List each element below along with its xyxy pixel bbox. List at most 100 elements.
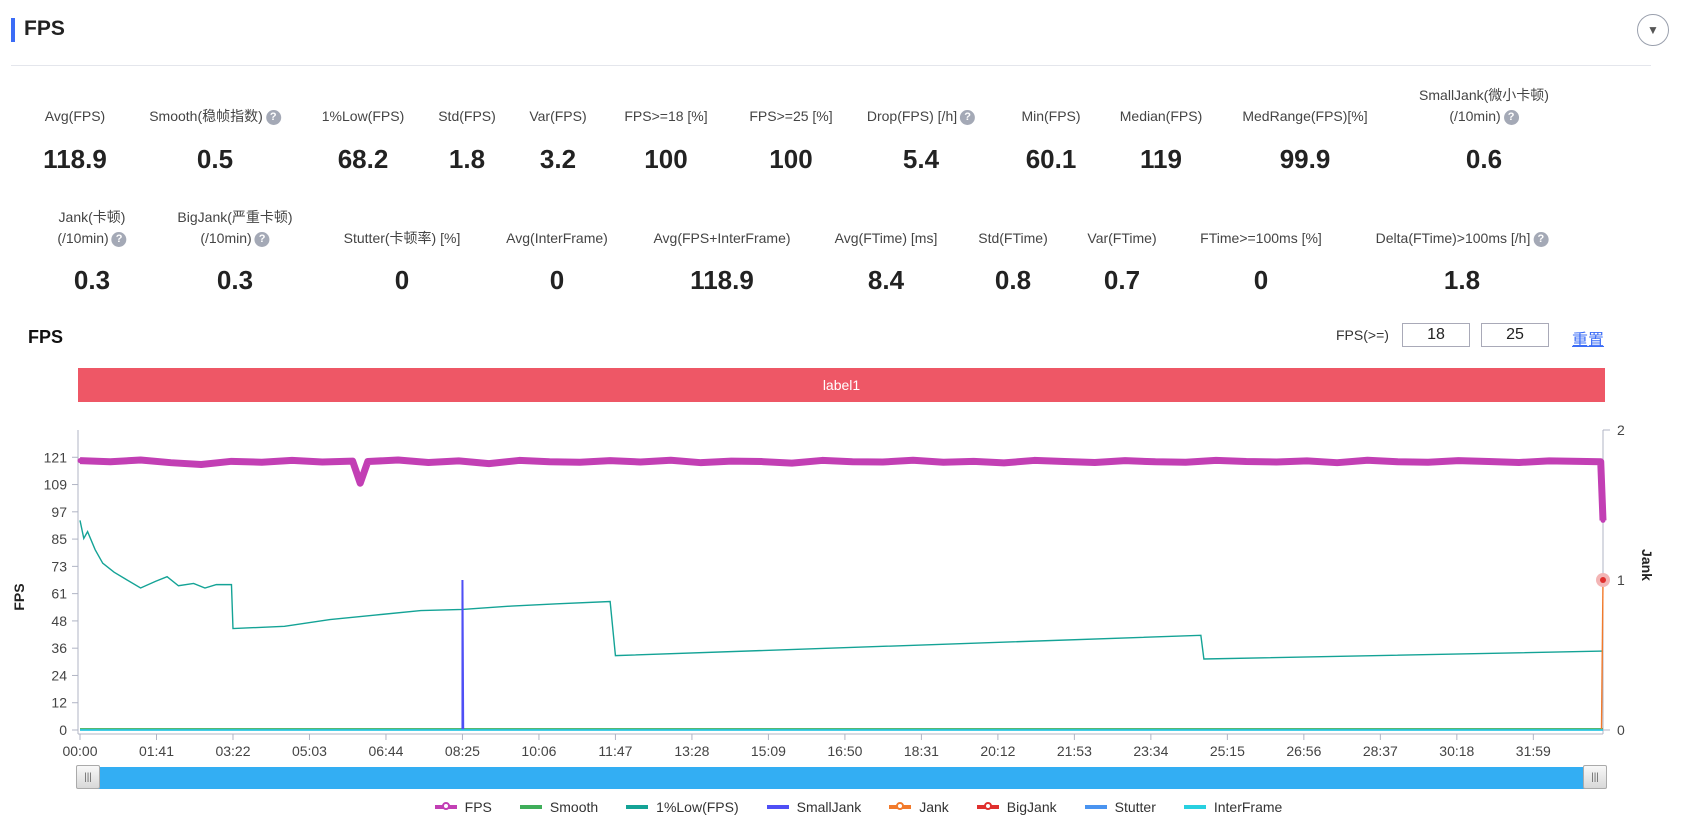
y2-tick-label: 2 (1617, 422, 1625, 438)
y-tick-label: 0 (59, 722, 67, 738)
legend-label: Jank (919, 799, 949, 815)
help-icon[interactable]: ? (960, 110, 976, 125)
x-tick-label: 25:15 (1210, 743, 1245, 759)
stat-0: Jank(卡顿) (/10min)? 0.3 (57, 207, 127, 295)
stat-9: Delta(FTime)>100ms [/h]? 1.8 (1376, 228, 1549, 295)
legend-label: InterFrame (1213, 799, 1283, 815)
x-tick-label: 05:03 (292, 743, 327, 759)
legend-swatch-icon (519, 805, 542, 809)
fps-point (1183, 459, 1189, 465)
legend-item-stutter[interactable]: Stutter (1084, 799, 1156, 815)
collapse-button[interactable]: ▼ (1637, 14, 1669, 46)
fps-point (168, 460, 174, 466)
legend-item-interframe[interactable]: InterFrame (1183, 799, 1283, 815)
legend-label: SmallJank (796, 799, 862, 815)
fps-point (880, 459, 886, 465)
fps-point (456, 458, 462, 464)
legend-swatch-icon (889, 802, 912, 810)
stat-label: Var(FPS) (529, 108, 587, 124)
stat-8: Min(FPS) 60.1 (1021, 106, 1080, 174)
stat-label: Stutter(卡顿率) [%] (343, 230, 461, 246)
legend-item-smalljank[interactable]: SmallJank (766, 799, 862, 815)
y-axis-title: FPS (11, 583, 27, 610)
stat-label: Jank(卡顿) (58, 209, 126, 225)
fps-point (486, 461, 492, 467)
legend-item-bigjank[interactable]: BigJank (976, 799, 1057, 815)
fps-point (516, 457, 522, 463)
help-icon[interactable]: ? (1503, 110, 1519, 125)
y-tick-label: 97 (51, 504, 67, 520)
chevron-down-icon: ▼ (1647, 23, 1659, 37)
stat-label: BigJank(严重卡顿) (177, 209, 293, 225)
help-icon[interactable]: ? (254, 232, 270, 247)
legend-item-smooth[interactable]: Smooth (519, 799, 599, 815)
label-bar[interactable]: label1 (78, 368, 1605, 402)
help-icon[interactable]: ? (111, 232, 127, 247)
series-jank-line (1600, 579, 1604, 731)
section-title: FPS (24, 17, 65, 40)
series-1-low-fps--line (79, 520, 1604, 660)
legend-swatch-icon (976, 802, 999, 810)
label-bar-text: label1 (822, 377, 861, 393)
legend-item-1-low-fps-[interactable]: 1%Low(FPS) (626, 799, 739, 815)
fps-point (547, 459, 553, 465)
fps-point (759, 459, 765, 465)
fps-point (1600, 517, 1606, 523)
stat-value: 100 (644, 144, 688, 174)
fps-point (1486, 459, 1492, 465)
stat-7: Drop(FPS) [/h]? 5.4 (867, 106, 976, 174)
stat-9: Median(FPS) 119 (1119, 106, 1203, 174)
fps-point (728, 458, 734, 464)
stat-label: Var(FTime) (1087, 230, 1157, 246)
grip-icon: ||| (84, 771, 92, 783)
x-tick-label: 23:34 (1133, 743, 1168, 759)
fps-point (1425, 459, 1431, 465)
stat-label: FPS>=25 [%] (749, 108, 833, 124)
stat-label: Avg(FPS+InterFrame) (653, 230, 791, 246)
stat-value: 1.8 (448, 144, 486, 174)
fps-point (849, 459, 855, 465)
help-icon[interactable]: ? (1533, 232, 1549, 247)
fps-point (789, 460, 795, 466)
legend-item-jank[interactable]: Jank (889, 799, 949, 815)
fps-point (1546, 458, 1552, 464)
stat-4: Var(FPS) 3.2 (529, 106, 587, 174)
y-tick-label: 12 (51, 695, 67, 711)
threshold-input-1[interactable] (1402, 323, 1470, 347)
stat-5: FPS>=18 [%] 100 (624, 106, 708, 174)
zoom-slider[interactable]: ||| ||| (76, 765, 1607, 789)
stat-label: Smooth(稳帧指数)? (149, 106, 281, 127)
slider-handle-right[interactable]: ||| (1583, 765, 1607, 789)
threshold-input-2[interactable] (1481, 323, 1549, 347)
fps-point (425, 459, 431, 465)
x-tick-label: 16:50 (827, 743, 862, 759)
stat-value: 118.9 (43, 144, 107, 174)
y2-axis-title: Jank (1639, 549, 1655, 581)
stat-value: 0.7 (1103, 265, 1141, 295)
y2-tick-label: 0 (1617, 722, 1625, 738)
legend-label: Smooth (549, 799, 599, 815)
legend-swatch-icon (626, 805, 649, 809)
help-icon[interactable]: ? (265, 110, 281, 125)
x-tick-label: 15:09 (751, 743, 786, 759)
slider-handle-left[interactable]: ||| (76, 765, 100, 789)
stat-10: MedRange(FPS)[%] 99.9 (1242, 106, 1367, 174)
bigjank-point (1600, 577, 1606, 583)
fps-point (1577, 458, 1583, 464)
reset-link[interactable]: 重置 (1572, 332, 1605, 349)
stat-4: Avg(FPS+InterFrame) 118.9 (653, 228, 791, 295)
legend-swatch-icon (766, 805, 789, 809)
x-tick-label: 08:25 (445, 743, 480, 759)
x-tick-label: 10:06 (521, 743, 556, 759)
stat-1: Smooth(稳帧指数)? 0.5 (149, 106, 281, 174)
y2-tick-label: 1 (1617, 572, 1625, 588)
fps-point (1122, 458, 1128, 464)
stat-label: Avg(FPS) (44, 108, 106, 124)
y-tick-label: 48 (51, 613, 67, 629)
stat-label: Median(FPS) (1119, 108, 1203, 124)
fps-point (1031, 457, 1037, 463)
fps-point (668, 457, 674, 463)
legend-item-fps[interactable]: FPS (434, 799, 492, 815)
stat-label: FPS>=18 [%] (624, 108, 708, 124)
